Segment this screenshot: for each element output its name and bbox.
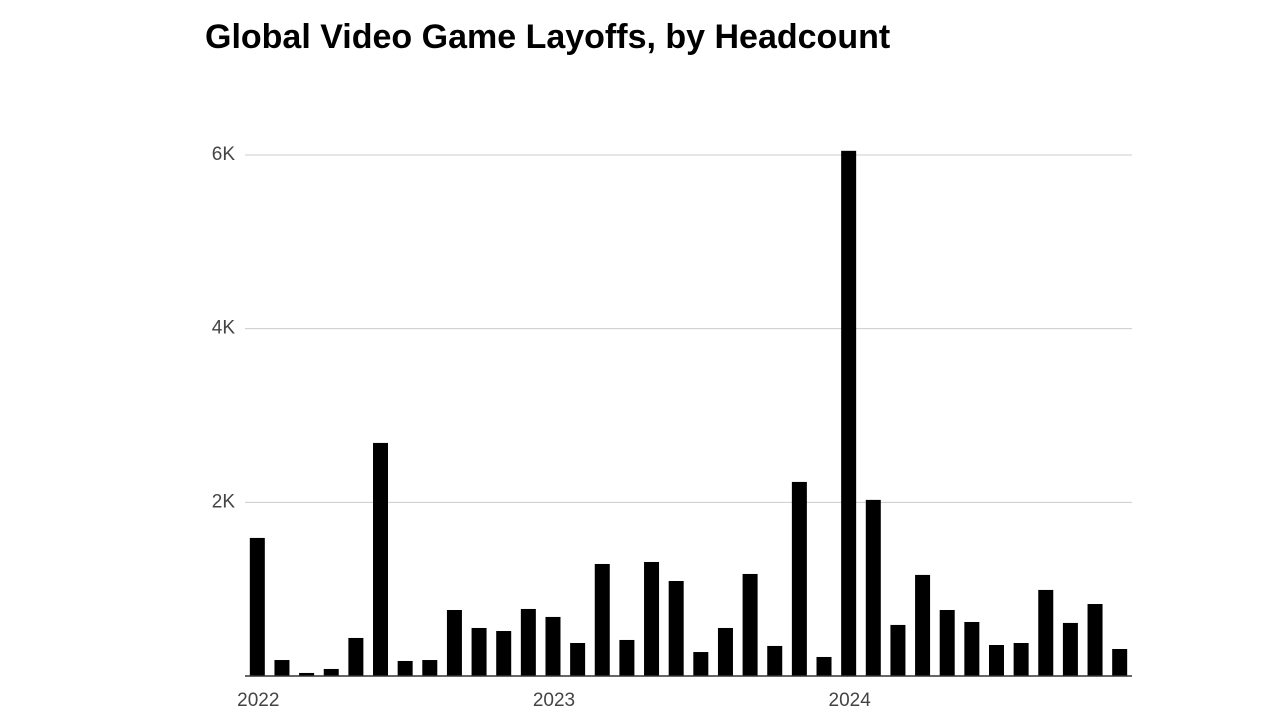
- y-tick-label: 6K: [212, 144, 236, 165]
- bar: [1087, 604, 1103, 676]
- bar: [446, 610, 462, 676]
- bar: [742, 573, 758, 676]
- bar: [668, 581, 684, 676]
- bar: [323, 668, 339, 676]
- bar: [791, 481, 807, 676]
- bar: [570, 643, 586, 676]
- bar: [644, 561, 660, 676]
- bar: [988, 644, 1004, 676]
- bar: [1112, 648, 1128, 676]
- bar: [348, 637, 364, 676]
- bar: [767, 645, 783, 676]
- bar: [865, 499, 881, 676]
- bar: [964, 621, 980, 676]
- bar: [619, 639, 635, 676]
- bar: [299, 672, 315, 676]
- bar: [545, 616, 561, 676]
- bar: [890, 624, 906, 676]
- bar: [816, 656, 832, 676]
- bar: [520, 608, 536, 676]
- bar: [939, 610, 955, 676]
- y-tick-label: 2K: [212, 491, 236, 512]
- bar: [841, 150, 857, 676]
- bar: [496, 631, 512, 676]
- bar: [1062, 622, 1078, 676]
- bar: [915, 574, 931, 676]
- bar: [274, 660, 290, 676]
- x-tick-label: 2023: [533, 690, 575, 711]
- bar: [1038, 589, 1054, 676]
- bar: [471, 627, 487, 676]
- bar: [717, 627, 733, 676]
- bar: [594, 563, 610, 676]
- bar: [249, 537, 265, 676]
- bar: [422, 660, 438, 676]
- y-tick-label: 4K: [212, 318, 236, 339]
- bar: [1013, 643, 1029, 676]
- x-tick-label: 2022: [237, 690, 279, 711]
- bar: [693, 652, 709, 676]
- x-tick-label: 2024: [829, 690, 872, 711]
- chart-title: Global Video Game Layoffs, by Headcount: [205, 18, 890, 56]
- bar: [373, 442, 389, 676]
- bar: [397, 660, 413, 676]
